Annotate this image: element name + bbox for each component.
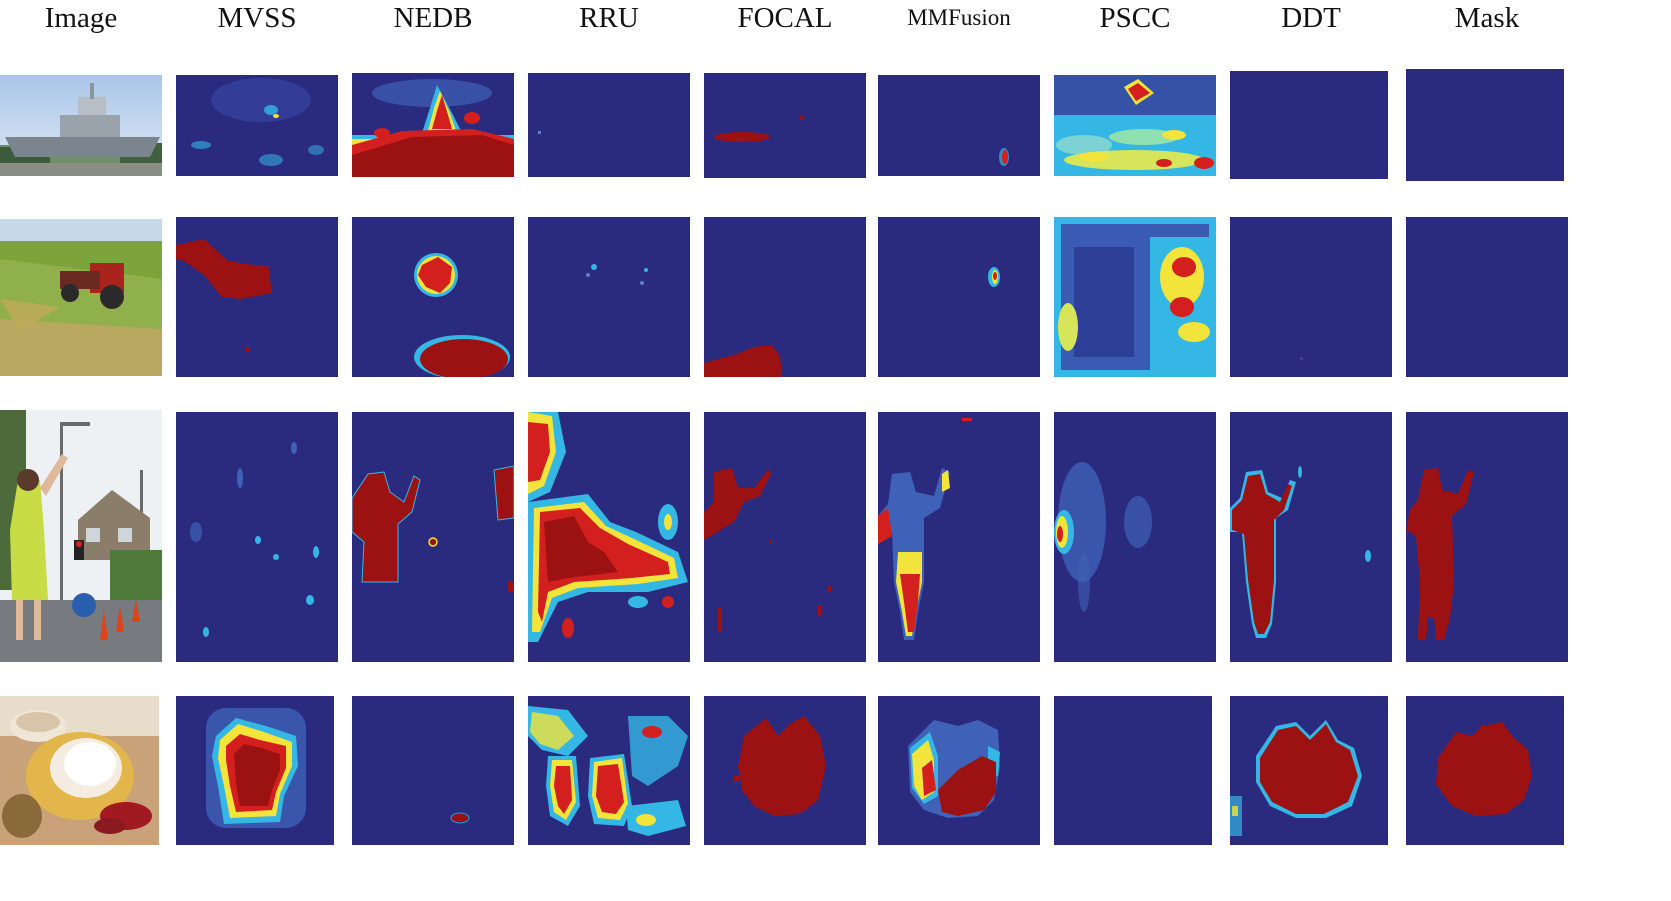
heatmap-focal-tractor [704, 217, 866, 377]
heatmap-focal-woman [704, 412, 866, 662]
heatmap-focal-carrier [704, 73, 866, 178]
mask-tractor [1406, 217, 1568, 377]
heatmap-nedb-carrier [352, 73, 514, 177]
heatmap-focal-bread [704, 696, 866, 845]
heatmap-nedb-tractor [352, 217, 514, 377]
heatmap-ddt-woman [1230, 412, 1392, 662]
mask-carrier [1406, 69, 1564, 181]
heatmap-pscc-bread [1054, 696, 1212, 845]
heatmap-rru-carrier [528, 73, 690, 177]
heatmap-mvss-bread [176, 696, 334, 845]
image-photo-carrier [0, 75, 162, 176]
column-header-focal: FOCAL [737, 2, 833, 34]
heatmap-pscc-tractor [1054, 217, 1216, 377]
mask-bread [1406, 696, 1564, 845]
heatmap-ddt-tractor [1230, 217, 1392, 377]
column-header-pscc: PSCC [1099, 2, 1171, 34]
image-photo-bread [0, 696, 159, 845]
column-header-image: Image [44, 2, 118, 34]
heatmap-nedb-woman [352, 412, 514, 662]
heatmap-pscc-woman [1054, 412, 1216, 662]
heatmap-pscc-carrier [1054, 75, 1216, 176]
heatmap-mvss-woman [176, 412, 338, 662]
heatmap-mvss-tractor [176, 217, 338, 377]
heatmap-mmfusion-woman [878, 412, 1040, 662]
column-header-mmfusion: MMFusion [907, 5, 1011, 30]
heatmap-mvss-carrier [176, 75, 338, 176]
column-header-ddt: DDT [1281, 2, 1341, 34]
heatmap-ddt-carrier [1230, 71, 1388, 179]
heatmap-ddt-bread [1230, 696, 1388, 845]
mask-woman [1406, 412, 1568, 662]
heatmap-rru-tractor [528, 217, 690, 377]
image-photo-woman [0, 410, 162, 662]
heatmap-mmfusion-tractor [878, 217, 1040, 377]
heatmap-rru-woman [528, 412, 690, 662]
heatmap-rru-bread [528, 696, 690, 845]
column-header-mask: Mask [1454, 2, 1520, 34]
heatmap-mmfusion-bread [878, 696, 1040, 845]
column-header-mvss: MVSS [217, 2, 297, 34]
column-header-rru: RRU [579, 2, 639, 34]
heatmap-mmfusion-carrier [878, 75, 1040, 176]
heatmap-nedb-bread [352, 696, 514, 845]
column-header-nedb: NEDB [393, 2, 473, 34]
image-photo-tractor [0, 219, 162, 376]
